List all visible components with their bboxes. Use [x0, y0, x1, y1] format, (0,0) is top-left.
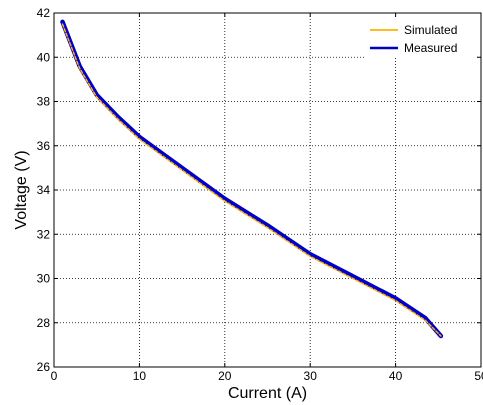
- y-tick-label: 32: [37, 227, 51, 241]
- x-tick-label: 50: [474, 369, 483, 383]
- x-axis-label: Current (A): [228, 385, 307, 402]
- y-tick-label: 28: [37, 316, 51, 330]
- series-line-simulated: [61, 23, 442, 337]
- grid-layer: [54, 13, 481, 367]
- legend-label-simulated: Simulated: [404, 23, 457, 37]
- x-tick-label: 10: [133, 369, 147, 383]
- y-tick-label: 36: [37, 139, 51, 153]
- y-tick-label: 40: [37, 50, 51, 64]
- x-tick-label: 20: [218, 369, 232, 383]
- y-tick-label: 38: [37, 95, 51, 109]
- x-tick-label: 40: [389, 369, 403, 383]
- legend-box: [364, 18, 476, 58]
- y-tick-label: 30: [37, 272, 51, 286]
- y-axis-label: Voltage (V): [13, 150, 30, 229]
- tick-layer: 0 10 20 30 40 50 26 28 30 32 34 36 38 40 42: [37, 6, 483, 383]
- x-tick-label: 0: [51, 369, 58, 383]
- y-tick-label: 26: [37, 360, 51, 374]
- legend-label-measured: Measured: [404, 41, 457, 55]
- y-tick-label: 34: [37, 183, 51, 197]
- y-tick-label: 42: [37, 6, 51, 20]
- series-line-measured: [60, 19, 444, 339]
- legend: Simulated Measured: [364, 18, 476, 58]
- x-tick-label: 30: [304, 369, 318, 383]
- series-layer: [60, 19, 444, 339]
